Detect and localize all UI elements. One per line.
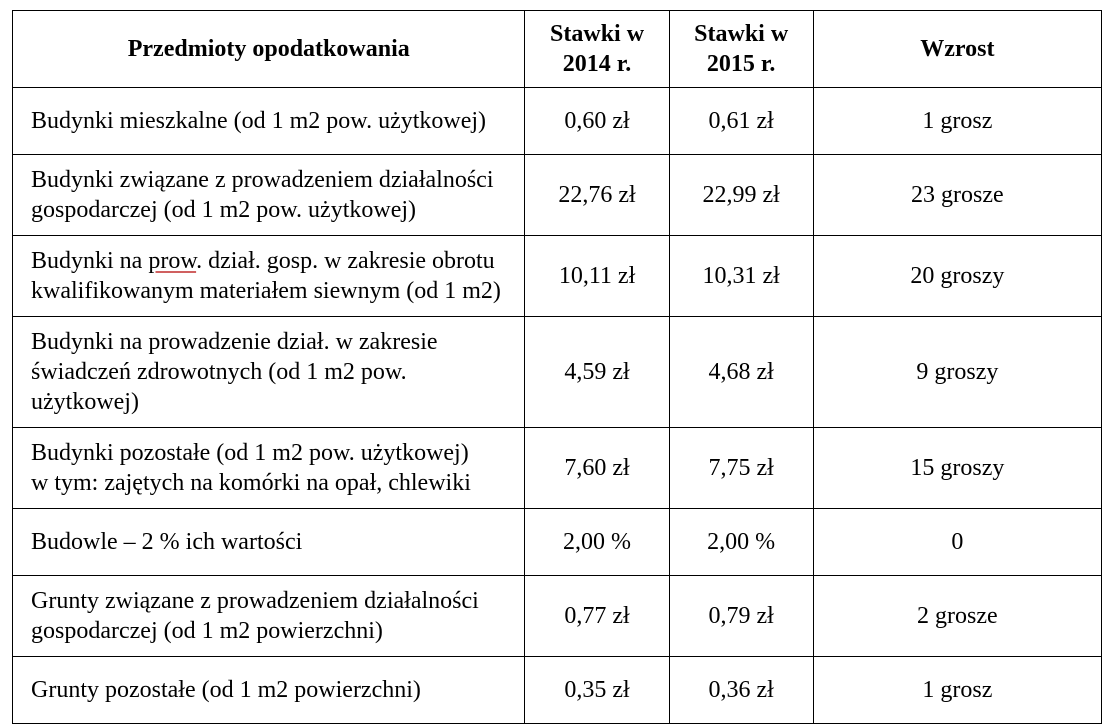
cell-rate-2014: 4,59 zł [525,317,669,428]
cell-subject: Budynki pozostałe (od 1 m2 pow. użytkowe… [13,428,525,509]
cell-subject-text: Budynki na prowadzenie dział. w zakresie… [13,317,524,427]
cell-rate-2014: 0,35 zł [525,657,669,724]
table-row: Budynki na prow. dział. gosp. w zakresie… [13,236,1102,317]
cell-subject-text: Grunty związane z prowadzeniem działalno… [13,576,524,656]
cell-subject-text: Budynki mieszkalne (od 1 m2 pow. użytkow… [13,88,524,154]
cell-subject-text: Budowle – 2 % ich wartości [13,509,524,575]
cell-rate-2015: 0,79 zł [669,576,813,657]
table-header-row: Przedmioty opodatkowania Stawki w 2014 r… [13,11,1102,88]
cell-subject-text: Budynki na prow. dział. gosp. w zakresie… [13,236,524,316]
cell-rate-2015: 22,99 zł [669,155,813,236]
cell-growth: 2 grosze [813,576,1101,657]
cell-growth: 23 grosze [813,155,1101,236]
cell-subject-text: Budynki pozostałe (od 1 m2 pow. użytkowe… [13,428,524,508]
cell-rate-2015: 0,61 zł [669,88,813,155]
cell-subject: Budowle – 2 % ich wartości [13,509,525,576]
table-row: Budynki związane z prowadzeniem działaln… [13,155,1102,236]
cell-rate-2015: 4,68 zł [669,317,813,428]
cell-rate-2015: 0,36 zł [669,657,813,724]
cell-rate-2014: 7,60 zł [525,428,669,509]
cell-subject: Budynki na prowadzenie dział. w zakresie… [13,317,525,428]
col-header-subject: Przedmioty opodatkowania [13,11,525,88]
page-container: Przedmioty opodatkowania Stawki w 2014 r… [0,0,1114,648]
cell-subject: Grunty pozostałe (od 1 m2 powierzchni) [13,657,525,724]
cell-subject-text: Budynki związane z prowadzeniem działaln… [13,155,524,235]
cell-rate-2014: 0,77 zł [525,576,669,657]
cell-rate-2014: 2,00 % [525,509,669,576]
table-row: Grunty związane z prowadzeniem działalno… [13,576,1102,657]
spellcheck-squiggle: prow [148,248,196,274]
table-row: Budynki na prowadzenie dział. w zakresie… [13,317,1102,428]
cell-growth: 9 groszy [813,317,1101,428]
col-header-rate-2015-label: Stawki w 2015 r. [670,11,813,87]
col-header-subject-label: Przedmioty opodatkowania [13,26,524,72]
col-header-growth-label: Wzrost [814,26,1101,72]
cell-rate-2014: 22,76 zł [525,155,669,236]
table-row: Budowle – 2 % ich wartości 2,00 % 2,00 %… [13,509,1102,576]
cell-rate-2015: 10,31 zł [669,236,813,317]
col-header-rate-2014-label: Stawki w 2014 r. [525,11,668,87]
cell-rate-2015: 2,00 % [669,509,813,576]
cell-growth: 1 grosz [813,88,1101,155]
cell-rate-2014: 10,11 zł [525,236,669,317]
cell-subject: Budynki mieszkalne (od 1 m2 pow. użytkow… [13,88,525,155]
cell-growth: 0 [813,509,1101,576]
cell-subject: Budynki na prow. dział. gosp. w zakresie… [13,236,525,317]
cell-growth: 15 groszy [813,428,1101,509]
table-row: Budynki mieszkalne (od 1 m2 pow. użytkow… [13,88,1102,155]
cell-rate-2014: 0,60 zł [525,88,669,155]
cell-growth: 1 grosz [813,657,1101,724]
cell-subject: Budynki związane z prowadzeniem działaln… [13,155,525,236]
table-row: Budynki pozostałe (od 1 m2 pow. użytkowe… [13,428,1102,509]
col-header-rate-2014: Stawki w 2014 r. [525,11,669,88]
cell-subject: Grunty związane z prowadzeniem działalno… [13,576,525,657]
col-header-rate-2015: Stawki w 2015 r. [669,11,813,88]
cell-rate-2015: 7,75 zł [669,428,813,509]
cell-subject-text: Grunty pozostałe (od 1 m2 powierzchni) [13,657,524,723]
table-row: Grunty pozostałe (od 1 m2 powierzchni) 0… [13,657,1102,724]
tax-rates-table: Przedmioty opodatkowania Stawki w 2014 r… [12,10,1102,724]
col-header-growth: Wzrost [813,11,1101,88]
cell-growth: 20 groszy [813,236,1101,317]
